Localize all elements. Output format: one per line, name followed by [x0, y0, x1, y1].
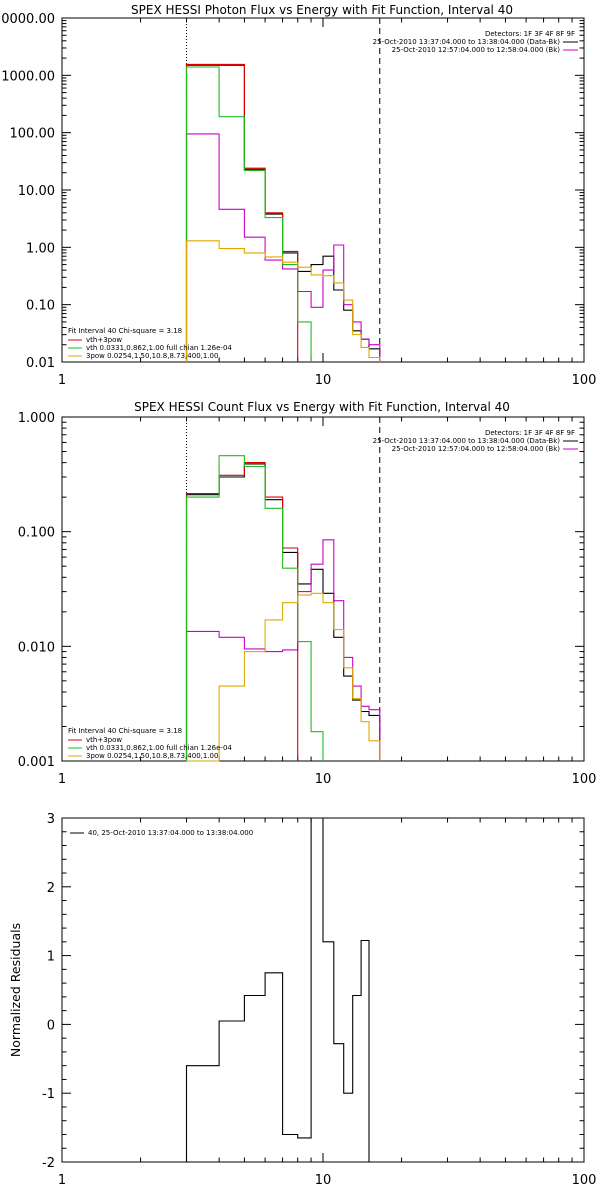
residuals-series	[185, 817, 370, 1162]
count-flux-bk-interval-text: 25-Oct-2010 12:57:04.000 to 12:58:04.000…	[392, 445, 561, 453]
photon-flux-y-tick-label: 100.00	[10, 127, 56, 142]
photon-flux-series-1-step-line	[185, 133, 381, 362]
residuals-series-0-step-line	[185, 817, 370, 1162]
photon-flux-series-4-step-line	[185, 240, 381, 362]
count-flux-panel: SPEX HESSI Count Flux vs Energy with Fit…	[18, 400, 597, 787]
count-flux-detectors-text: Detectors: 1F 3F 4F 8F 9F	[485, 429, 575, 437]
photon-flux-data-interval-text: 25-Oct-2010 13:37:04.000 to 13:38:04.000…	[373, 38, 561, 46]
photon-flux-x-tick-label: 10	[315, 373, 332, 388]
residuals-y-tick-label: 2	[47, 881, 55, 896]
residuals-x-tick-label: 100	[572, 1173, 597, 1188]
residuals-y-tick-label: 0	[47, 1018, 55, 1033]
photon-flux-detectors-text: Detectors: 1F 3F 4F 8F 9F	[485, 30, 575, 38]
count-flux-x-tick-label: 10	[315, 772, 332, 787]
count-flux-title: SPEX HESSI Count Flux vs Energy with Fit…	[134, 400, 510, 414]
photon-flux-y-tick-label: 0.01	[26, 356, 55, 371]
residuals-x-tick-label: 10	[315, 1173, 332, 1188]
residuals-ticks: 1 10 100 -2 -1 0 1 2 3	[42, 812, 596, 1188]
residuals-panel: Normalized Residuals 1 10 100 -2 -1 0 1 2 3 40, …	[8, 812, 596, 1188]
count-flux-y-tick-label: 0.100	[18, 526, 55, 541]
count-flux-ticks: 1 10 100 0.001 0.010 0.100 1.000	[18, 411, 597, 787]
count-flux-fit-header: Fit Interval 40 Chi-square = 3.18	[68, 727, 182, 735]
photon-flux-x-tick-label: 100	[572, 373, 597, 388]
residuals-x-tick-label: 1	[58, 1173, 66, 1188]
residuals-y-tick-label: -2	[42, 1156, 55, 1171]
count-flux-y-tick-label: 0.001	[18, 755, 55, 770]
photon-flux-y-tick-label: 0.10	[26, 299, 55, 314]
residuals-legend: 40, 25-Oct-2010 13:37:04.000 to 13:38:04…	[70, 829, 253, 837]
photon-flux-y-tick-label: 10.00	[18, 184, 55, 199]
residuals-y-tick-label: -1	[42, 1087, 55, 1102]
count-flux-series-3-step-line	[185, 455, 324, 761]
count-flux-data-interval-text: 25-Oct-2010 13:37:04.000 to 13:38:04.000…	[373, 437, 561, 445]
photon-flux-fit-header: Fit Interval 40 Chi-square = 3.18	[68, 327, 182, 335]
photon-flux-plot-frame	[61, 17, 585, 363]
photon-flux-y-tick-label: 1000.00	[1, 69, 55, 84]
residuals-y-tick-label: 1	[47, 950, 55, 965]
count-flux-series-4-step-line	[186, 592, 381, 762]
residuals-y-axis-label: Normalized Residuals	[8, 923, 23, 1057]
count-flux-series-1-step-line	[185, 539, 381, 761]
count-flux-y-tick-label: 1.000	[18, 411, 55, 426]
residuals-y-tick-label: 3	[47, 812, 55, 827]
count-flux-series	[185, 455, 381, 762]
count-flux-legend: Fit Interval 40 Chi-square = 3.18 vth+3p…	[68, 727, 232, 760]
photon-flux-info-box: Detectors: 1F 3F 4F 8F 9F 25-Oct-2010 13…	[373, 30, 578, 54]
count-flux-series-2-step-line	[185, 462, 299, 761]
count-flux-legend-label-red: vth+3pow	[86, 736, 122, 744]
count-flux-info-box: Detectors: 1F 3F 4F 8F 9F 25-Oct-2010 13…	[373, 429, 578, 453]
photon-flux-bk-interval-text: 25-Oct-2010 12:57:04.000 to 12:58:04.000…	[392, 46, 561, 54]
photon-flux-title: SPEX HESSI Photon Flux vs Energy with Fi…	[131, 3, 513, 17]
photon-flux-ticks: 1 10 100 0.01 0.10 1.00 10.00 100.00 1000.00 0000…	[1, 12, 596, 388]
residuals-legend-label: 40, 25-Oct-2010 13:37:04.000 to 13:38:04…	[88, 829, 253, 837]
photon-flux-legend-label-red: vth+3pow	[86, 336, 122, 344]
photon-flux-y-tick-label: 1.00	[26, 241, 55, 256]
photon-flux-legend-label-green: vth 0.0331,0.862,1.00 full chian 1.26e-0…	[86, 344, 232, 352]
photon-flux-x-tick-label: 1	[58, 373, 66, 388]
photon-flux-panel: SPEX HESSI Photon Flux vs Energy with Fi…	[1, 3, 596, 388]
count-flux-legend-label-green: vth 0.0331,0.862,1.00 full chian 1.26e-0…	[86, 744, 232, 752]
count-flux-legend-label-yellow: 3pow 0.0254,1.50,10.8,8.73,400,1.00	[86, 752, 218, 760]
photon-flux-series	[185, 63, 381, 362]
photon-flux-legend: Fit Interval 40 Chi-square = 3.18 vth+3p…	[68, 327, 232, 360]
photon-flux-legend-label-yellow: 3pow 0.0254,1.50,10.8,8.73,400,1.00	[86, 352, 218, 360]
photon-flux-series-2-step-line	[185, 63, 299, 362]
photon-flux-y-tick-label: 0000.00	[1, 12, 55, 27]
count-flux-marker-lines	[186, 417, 381, 761]
photon-flux-series-3-step-line	[185, 66, 312, 362]
count-flux-x-tick-label: 100	[572, 772, 597, 787]
count-flux-y-tick-label: 0.010	[18, 640, 55, 655]
count-flux-x-tick-label: 1	[58, 772, 66, 787]
